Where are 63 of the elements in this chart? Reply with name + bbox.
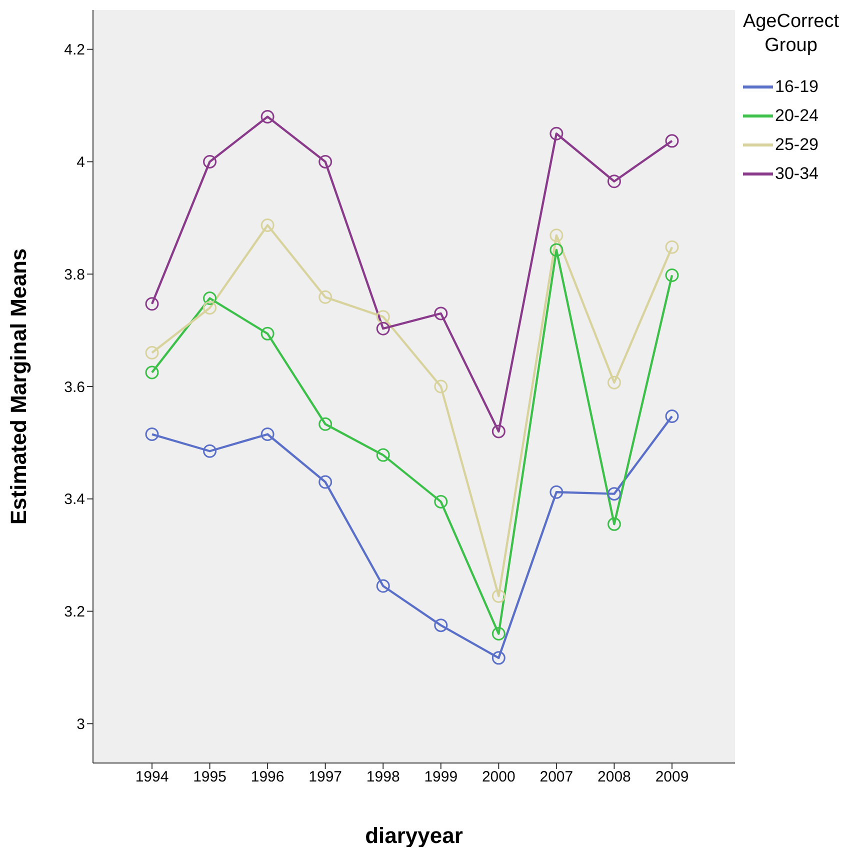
point xyxy=(376,322,390,336)
point xyxy=(492,589,506,603)
point xyxy=(665,268,679,282)
point xyxy=(203,301,217,315)
point xyxy=(260,428,274,442)
point xyxy=(665,240,679,254)
x-tick-label: 2007 xyxy=(540,768,574,786)
point xyxy=(145,366,159,380)
point xyxy=(376,448,390,462)
y-axis-title: Estimated Marginal Means xyxy=(6,248,31,525)
x-tick-label: 1998 xyxy=(366,768,400,786)
legend-title: AgeCorrect Group xyxy=(742,10,840,58)
y-tick-label: 3.8 xyxy=(64,266,85,284)
point xyxy=(492,627,506,641)
point xyxy=(607,174,621,188)
point xyxy=(318,154,332,168)
point xyxy=(607,487,621,501)
point xyxy=(145,346,159,360)
point xyxy=(607,376,621,390)
point xyxy=(145,297,159,311)
legend-label: 30-34 xyxy=(775,164,818,184)
x-tick-label: 1999 xyxy=(424,768,458,786)
point xyxy=(550,126,564,140)
point xyxy=(318,475,332,489)
point xyxy=(665,134,679,148)
x-tick-label: 1996 xyxy=(250,768,284,786)
x-tick-label: 1995 xyxy=(193,768,226,786)
x-tick-label: 1997 xyxy=(308,768,342,786)
point xyxy=(434,306,448,320)
point xyxy=(492,424,506,438)
point xyxy=(260,110,274,124)
y-tick-label: 3.6 xyxy=(64,378,85,396)
point xyxy=(550,228,564,242)
x-tick-label: 2009 xyxy=(655,768,689,786)
point xyxy=(607,517,621,531)
point xyxy=(550,485,564,499)
x-tick-label: 2000 xyxy=(482,768,516,786)
y-tick-label: 4.2 xyxy=(64,42,85,59)
point xyxy=(434,494,448,508)
y-tick-label: 3.4 xyxy=(64,491,85,508)
y-tick-label: 4 xyxy=(76,154,85,172)
y-tick-label: 3.2 xyxy=(64,604,85,621)
point xyxy=(434,618,448,632)
point xyxy=(145,428,159,442)
legend-label: 20-24 xyxy=(775,106,818,126)
point xyxy=(434,380,448,394)
point xyxy=(376,579,390,593)
point xyxy=(318,417,332,431)
point xyxy=(550,243,564,257)
point xyxy=(260,218,274,232)
point xyxy=(203,154,217,168)
point xyxy=(492,651,506,665)
point xyxy=(203,292,217,306)
legend-label: 25-29 xyxy=(775,134,818,154)
x-tick-label: 2008 xyxy=(598,768,631,786)
point xyxy=(203,444,217,458)
y-tick-label: 3 xyxy=(76,716,85,733)
legend-label: 16-19 xyxy=(775,76,818,96)
point xyxy=(376,310,390,324)
point xyxy=(260,326,274,340)
point xyxy=(665,410,679,424)
x-tick-label: 1994 xyxy=(135,768,169,786)
point xyxy=(318,290,332,304)
